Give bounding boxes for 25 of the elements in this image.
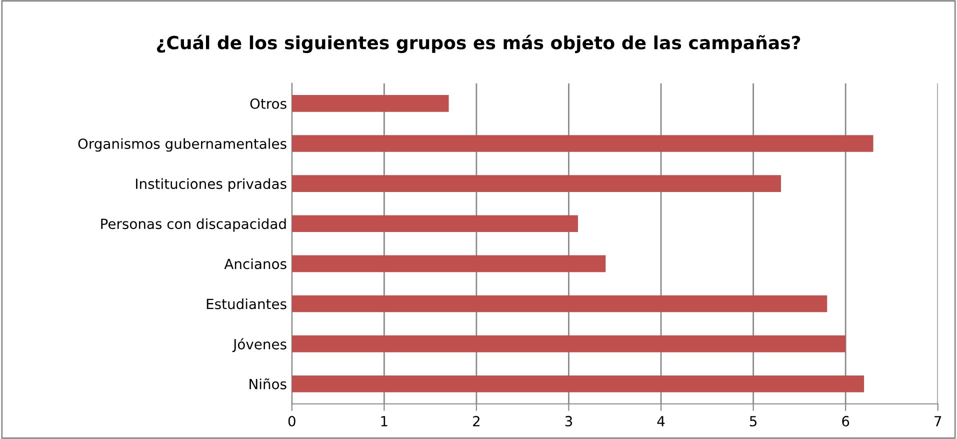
y-tick-label: Niños — [250, 378, 286, 390]
bar — [292, 215, 578, 232]
y-tick-label: Personas con discapacidad — [101, 218, 286, 232]
bar — [292, 175, 781, 192]
bar — [292, 255, 606, 272]
bar — [292, 375, 864, 392]
x-tick-label: 3 — [565, 416, 572, 426]
x-tick-label: 2 — [473, 416, 480, 426]
chart-title: ¿Cuál de los siguientes grupos es más objeto de las campañas? — [156, 34, 800, 54]
y-tick-label: Jóvenes — [232, 338, 286, 352]
y-tick-label: Ancianos — [224, 258, 286, 270]
y-tick-label: Instituciones privadas — [136, 178, 286, 192]
x-tick-label: 1 — [381, 416, 388, 426]
x-tick-label: 5 — [750, 416, 756, 426]
x-tick-label: 4 — [657, 416, 665, 426]
bar — [292, 135, 874, 152]
x-tick-label: 6 — [842, 416, 850, 426]
y-tick-label: Organismos gubernamentales — [78, 138, 286, 152]
bar — [292, 95, 449, 112]
y-tick-label: Otros — [250, 98, 286, 109]
bar — [292, 295, 828, 312]
bar — [292, 335, 846, 352]
x-tick-label: 7 — [934, 416, 942, 426]
x-tick-label: 0 — [288, 416, 296, 426]
y-tick-label: Estudiantes — [206, 298, 286, 310]
